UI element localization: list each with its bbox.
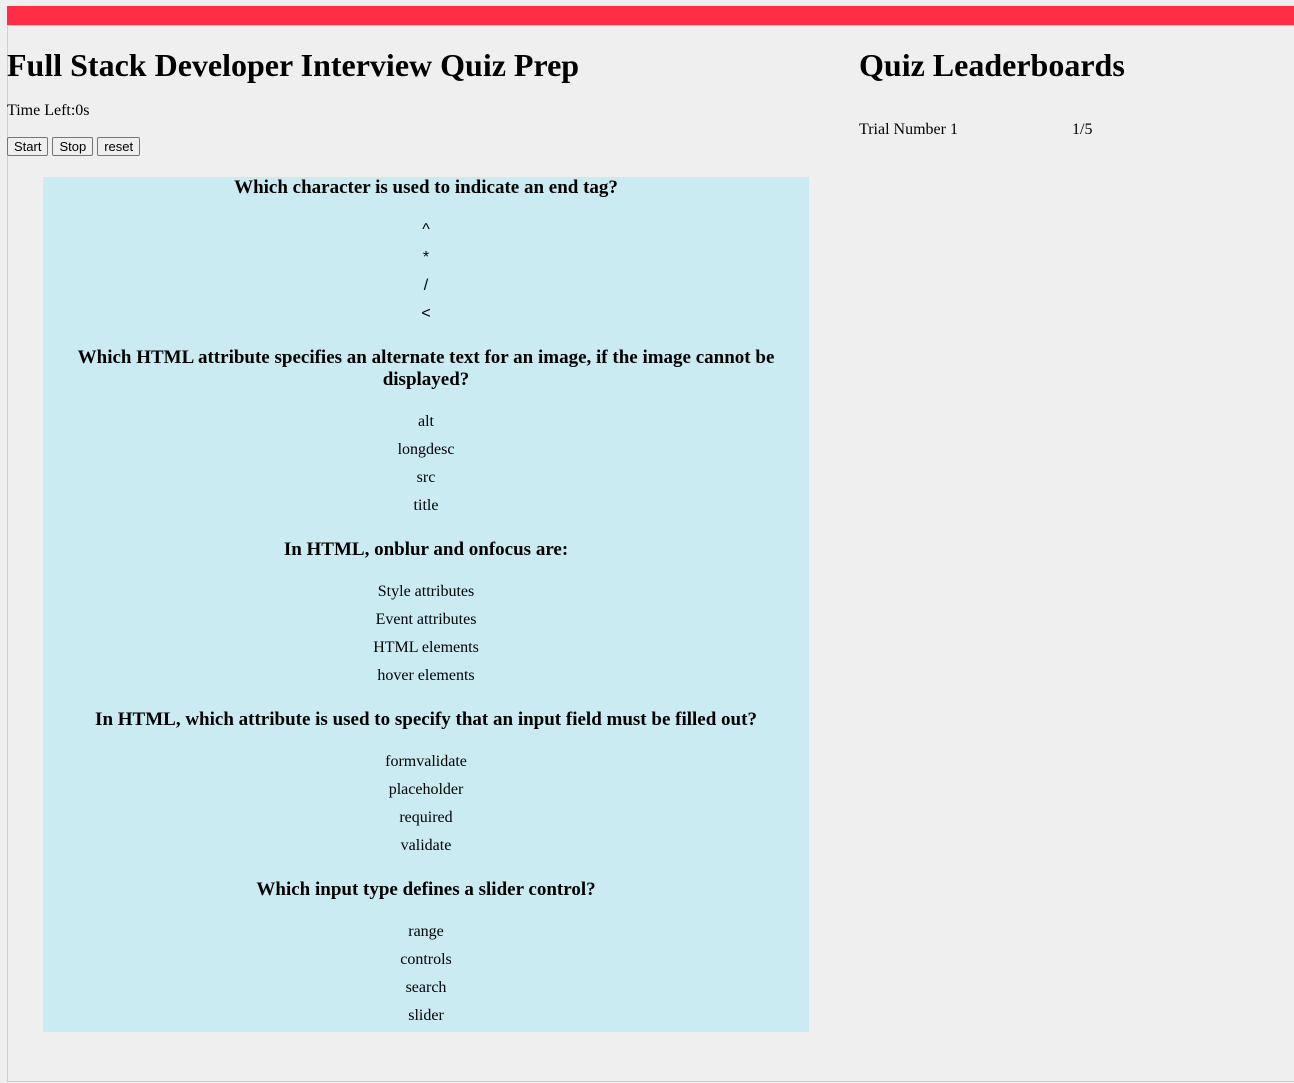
answer-list: formvalidate placeholder required valida…: [43, 748, 809, 860]
trial-label: Trial Number 1: [859, 121, 958, 138]
question-block: Which character is used to indicate an e…: [43, 177, 809, 328]
question-text: Which character is used to indicate an e…: [234, 177, 618, 198]
time-left-label: Time Left:0s: [7, 102, 90, 119]
question-text: In HTML, onblur and onfocus are:: [283, 539, 569, 560]
answer-option[interactable]: search: [405, 979, 447, 996]
answer-option[interactable]: src: [416, 469, 436, 486]
answer-option[interactable]: *: [422, 249, 430, 266]
answer-option[interactable]: alt: [418, 413, 434, 430]
answer-option[interactable]: longdesc: [397, 441, 455, 458]
start-button[interactable]: Start: [7, 137, 49, 156]
page-title: Full Stack Developer Interview Quiz Prep: [7, 47, 580, 83]
trial-score: 1/5: [1072, 121, 1093, 138]
answer-list: ^ * / <: [43, 216, 809, 328]
question-block: Which input type defines a slider contro…: [43, 879, 809, 1030]
answer-option[interactable]: validate: [400, 837, 452, 854]
answer-option[interactable]: controls: [400, 951, 452, 968]
leaderboard-entry: Trial Number 1 1/5: [859, 120, 1289, 140]
top-bar: [7, 6, 1294, 26]
page-frame: [7, 6, 1294, 1082]
answer-list: Style attributes Event attributes HTML e…: [43, 578, 809, 690]
question-block: Which HTML attribute specifies an altern…: [43, 347, 809, 520]
answer-option[interactable]: Event attributes: [375, 611, 477, 628]
question-text: In HTML, which attribute is used to spec…: [95, 709, 757, 730]
answer-option[interactable]: /: [423, 277, 429, 294]
answer-option[interactable]: placeholder: [388, 781, 464, 798]
answer-option[interactable]: range: [408, 923, 444, 940]
answer-list: alt longdesc src title: [43, 408, 809, 520]
answer-list: range controls search slider: [43, 918, 809, 1030]
stop-button[interactable]: Stop: [52, 137, 94, 156]
answer-option[interactable]: required: [399, 809, 453, 826]
answer-option[interactable]: HTML elements: [373, 639, 479, 656]
question-block: In HTML, which attribute is used to spec…: [43, 709, 809, 860]
answer-option[interactable]: title: [413, 497, 439, 514]
quiz-panel: Full Stack Developer Interview Quiz Prep…: [7, 26, 837, 156]
answer-option[interactable]: <: [421, 305, 431, 322]
quiz-questions: Which character is used to indicate an e…: [43, 177, 809, 1032]
answer-option[interactable]: formvalidate: [385, 753, 467, 770]
question-text: Which input type defines a slider contro…: [256, 879, 596, 900]
question-block: In HTML, onblur and onfocus are: Style a…: [43, 539, 809, 690]
timer-controls: Start Stop reset: [7, 137, 837, 156]
answer-option[interactable]: slider: [408, 1007, 444, 1024]
question-text: Which HTML attribute specifies an altern…: [77, 347, 775, 390]
answer-option[interactable]: Style attributes: [377, 583, 475, 600]
leaderboard-panel: Quiz Leaderboards Trial Number 1 1/5: [859, 26, 1289, 140]
answer-option[interactable]: hover elements: [377, 667, 475, 684]
reset-button[interactable]: reset: [97, 137, 141, 156]
leaderboard-title: Quiz Leaderboards: [859, 47, 1125, 83]
answer-option[interactable]: ^: [422, 221, 430, 238]
